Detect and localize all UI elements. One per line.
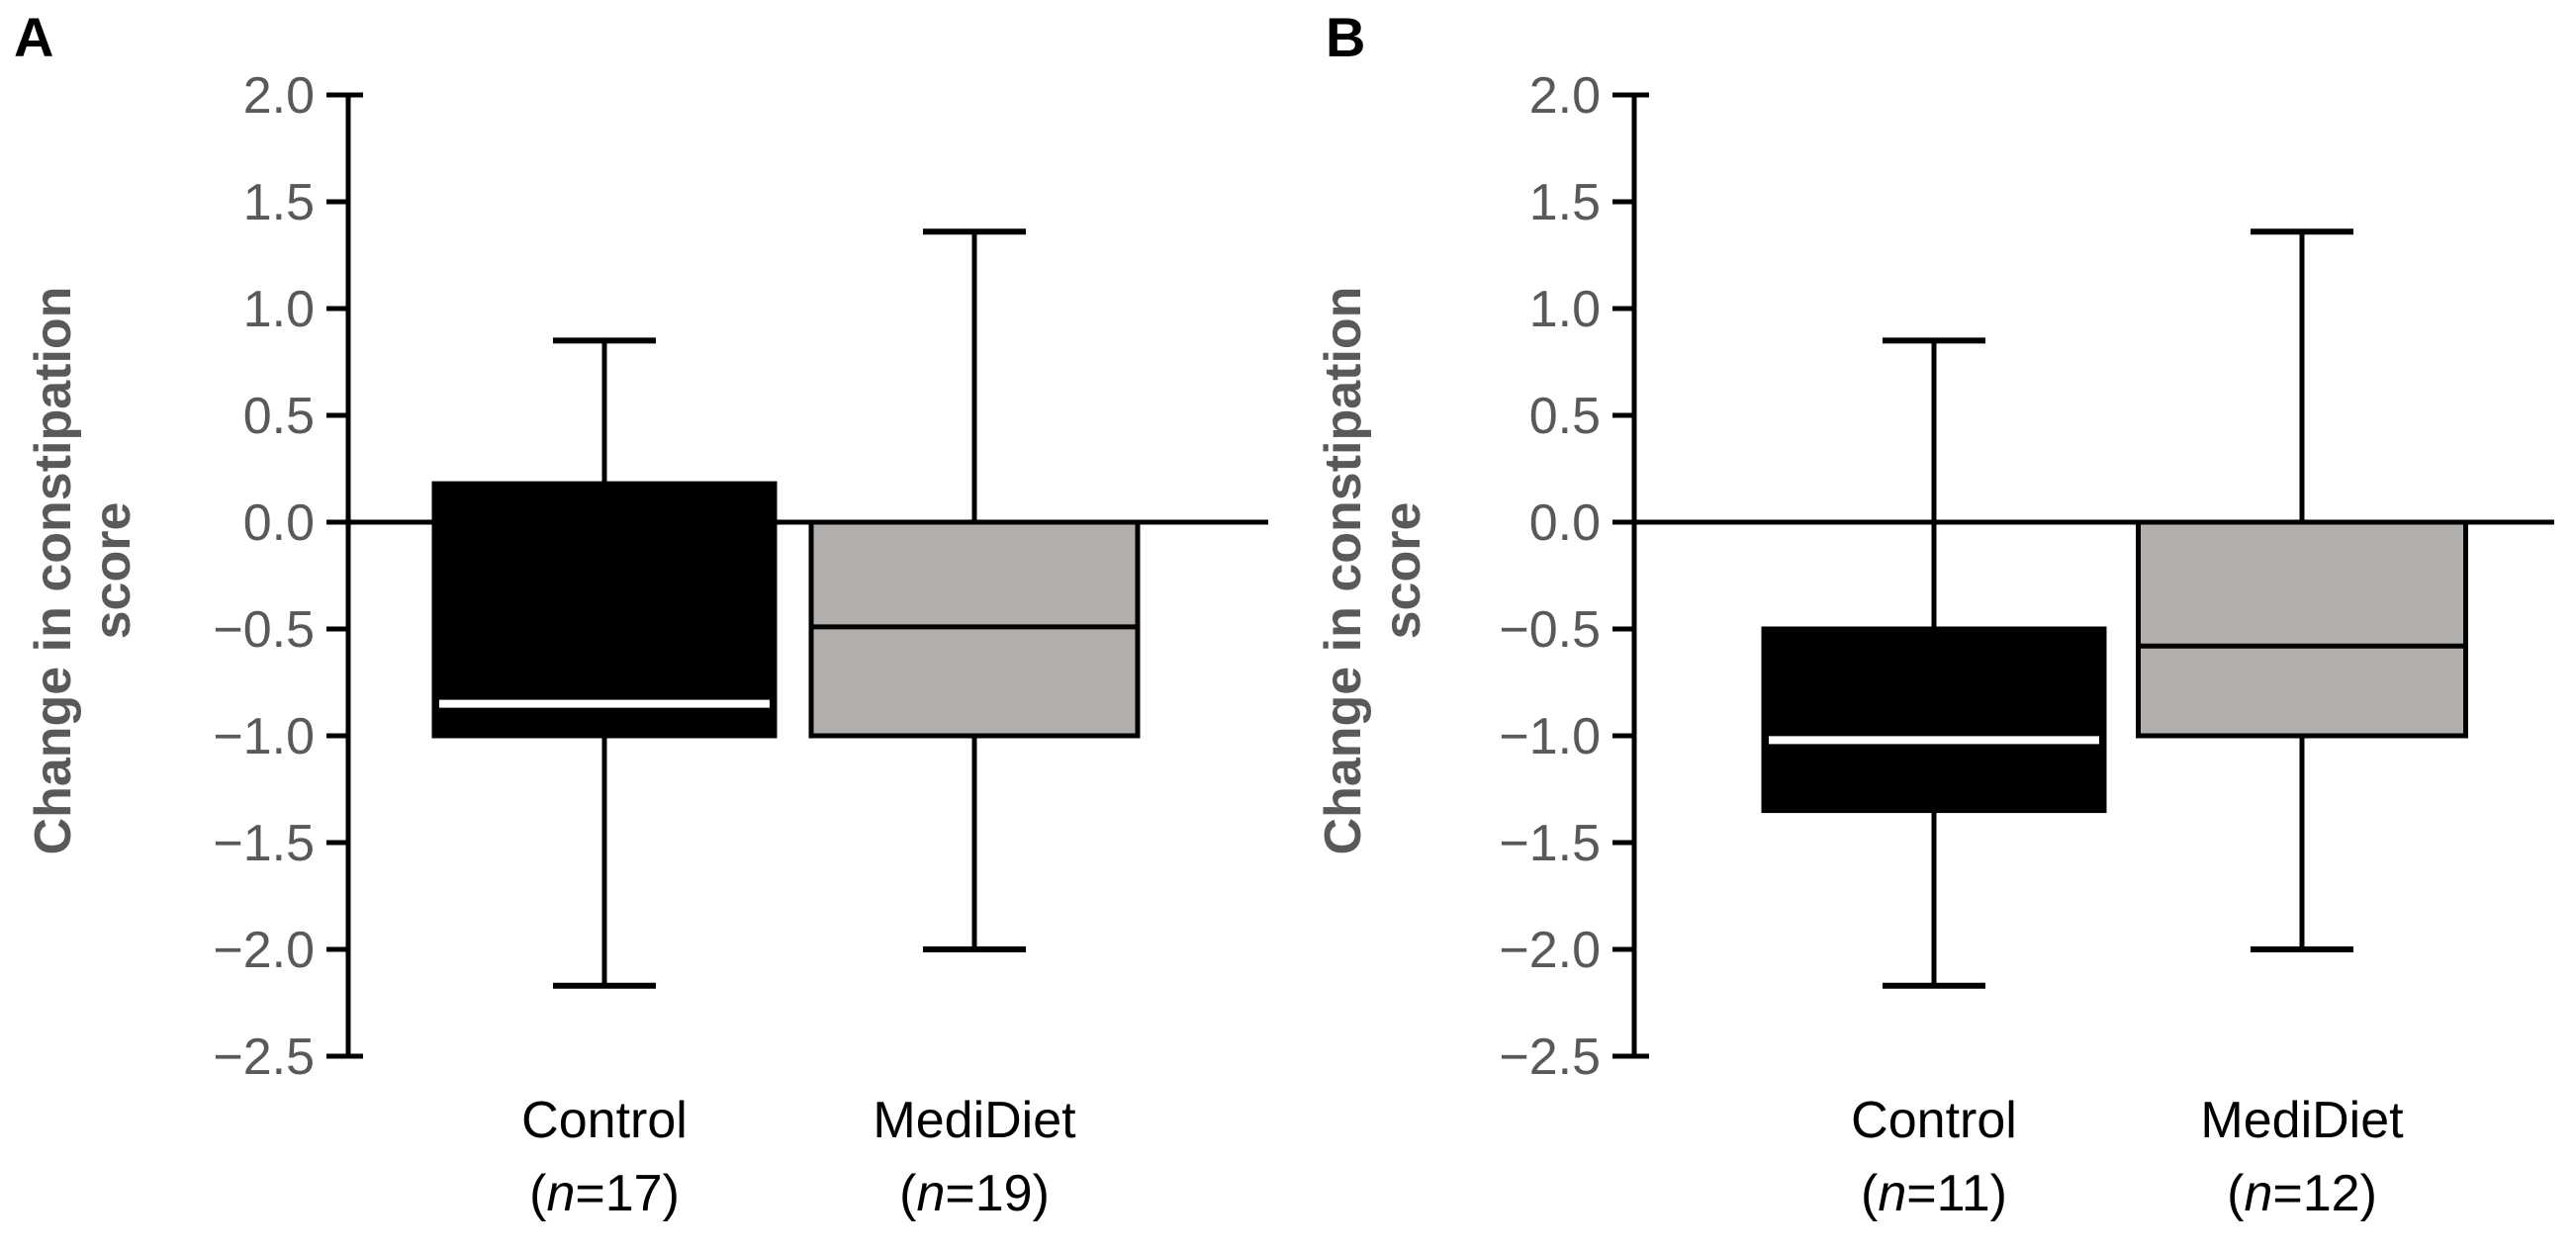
y-axis-tick-label: −2.0 <box>1499 922 1601 979</box>
box-rect <box>1761 626 2107 814</box>
y-axis-tick-label: 0.0 <box>243 494 315 552</box>
category-n-label: (n=11) <box>1861 1165 2007 1222</box>
y-axis-tick-label: 1.5 <box>1529 174 1601 231</box>
y-axis-tick-label: 0.5 <box>1529 388 1601 445</box>
y-axis-tick-label: 1.5 <box>243 174 315 231</box>
y-axis-tick-label: −0.5 <box>1499 601 1601 659</box>
y-axis-tick-label: 2.0 <box>1529 67 1601 125</box>
y-axis-tick-label: 0.0 <box>1529 494 1601 552</box>
y-axis-tick-label: 1.0 <box>1529 281 1601 338</box>
category-label: MediDiet <box>2200 1092 2404 1149</box>
y-axis-tick-label: 0.5 <box>243 388 315 445</box>
y-axis-tick-label: −2.5 <box>1499 1028 1601 1086</box>
y-axis-tick-label: −1.5 <box>213 815 315 872</box>
category-n-label: (n=17) <box>529 1165 680 1222</box>
category-n-label: (n=19) <box>899 1165 1050 1222</box>
panel-b-plot: 2.0 1.5 1.0 0.5 0.0 −0.5 −1.0 −1.5 −2.0 −2.5 Contr… <box>1499 67 2554 1222</box>
y-axis-tick-label: 1.0 <box>243 281 315 338</box>
y-axis-tick-label: −0.5 <box>213 601 315 659</box>
y-axis-tick-label: −1.0 <box>1499 708 1601 765</box>
category-label: Control <box>1851 1092 2017 1149</box>
category-label: MediDiet <box>873 1092 1076 1149</box>
y-axis-tick-label: 2.0 <box>243 67 315 125</box>
y-axis-tick-label: −1.5 <box>1499 815 1601 872</box>
y-axis-tick-label: −1.0 <box>213 708 315 765</box>
y-axis-tick-label: −2.5 <box>213 1028 315 1086</box>
panel-a-plot: 2.0 1.5 1.0 0.5 0.0 −0.5 −1.0 −1.5 −2.0 −2.5 Contr… <box>213 67 1268 1222</box>
category-label: Control <box>521 1092 688 1149</box>
category-n-label: (n=12) <box>2227 1165 2377 1222</box>
box-rect <box>2136 519 2468 739</box>
y-axis-tick-label: −2.0 <box>213 922 315 979</box>
box-rect <box>431 481 778 739</box>
panel-a-label: A <box>14 6 54 68</box>
panel-b-label: B <box>1326 6 1366 68</box>
